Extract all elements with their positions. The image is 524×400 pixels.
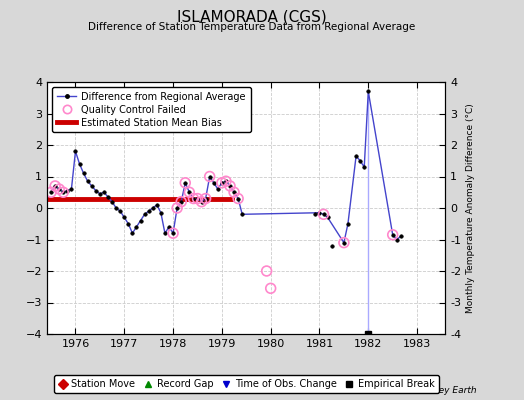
Point <box>263 268 271 274</box>
Point <box>234 195 242 202</box>
Legend: Station Move, Record Gap, Time of Obs. Change, Empirical Break: Station Move, Record Gap, Time of Obs. C… <box>54 375 439 393</box>
Point <box>169 230 177 236</box>
Text: Difference of Station Temperature Data from Regional Average: Difference of Station Temperature Data f… <box>88 22 415 32</box>
Point <box>205 173 214 180</box>
Point <box>226 183 234 189</box>
Point <box>388 232 397 238</box>
Point <box>47 189 55 196</box>
Point <box>185 189 193 196</box>
Point <box>230 189 238 196</box>
Point <box>217 180 226 186</box>
Point <box>55 186 63 192</box>
Point <box>267 285 275 292</box>
Point <box>340 240 348 246</box>
Point <box>189 195 198 202</box>
Point <box>222 178 230 184</box>
Point <box>319 211 328 218</box>
Point <box>193 195 202 202</box>
Text: ISLAMORADA (CGS): ISLAMORADA (CGS) <box>177 10 326 25</box>
Text: Berkeley Earth: Berkeley Earth <box>410 386 477 395</box>
Point <box>177 198 185 205</box>
Point <box>201 195 210 202</box>
Point <box>181 180 190 186</box>
Legend: Difference from Regional Average, Quality Control Failed, Estimated Station Mean: Difference from Regional Average, Qualit… <box>52 87 250 132</box>
Y-axis label: Monthly Temperature Anomaly Difference (°C): Monthly Temperature Anomaly Difference (… <box>465 103 475 313</box>
Point <box>198 198 206 205</box>
Point <box>173 205 181 211</box>
Point <box>59 189 68 196</box>
Point <box>51 183 59 189</box>
